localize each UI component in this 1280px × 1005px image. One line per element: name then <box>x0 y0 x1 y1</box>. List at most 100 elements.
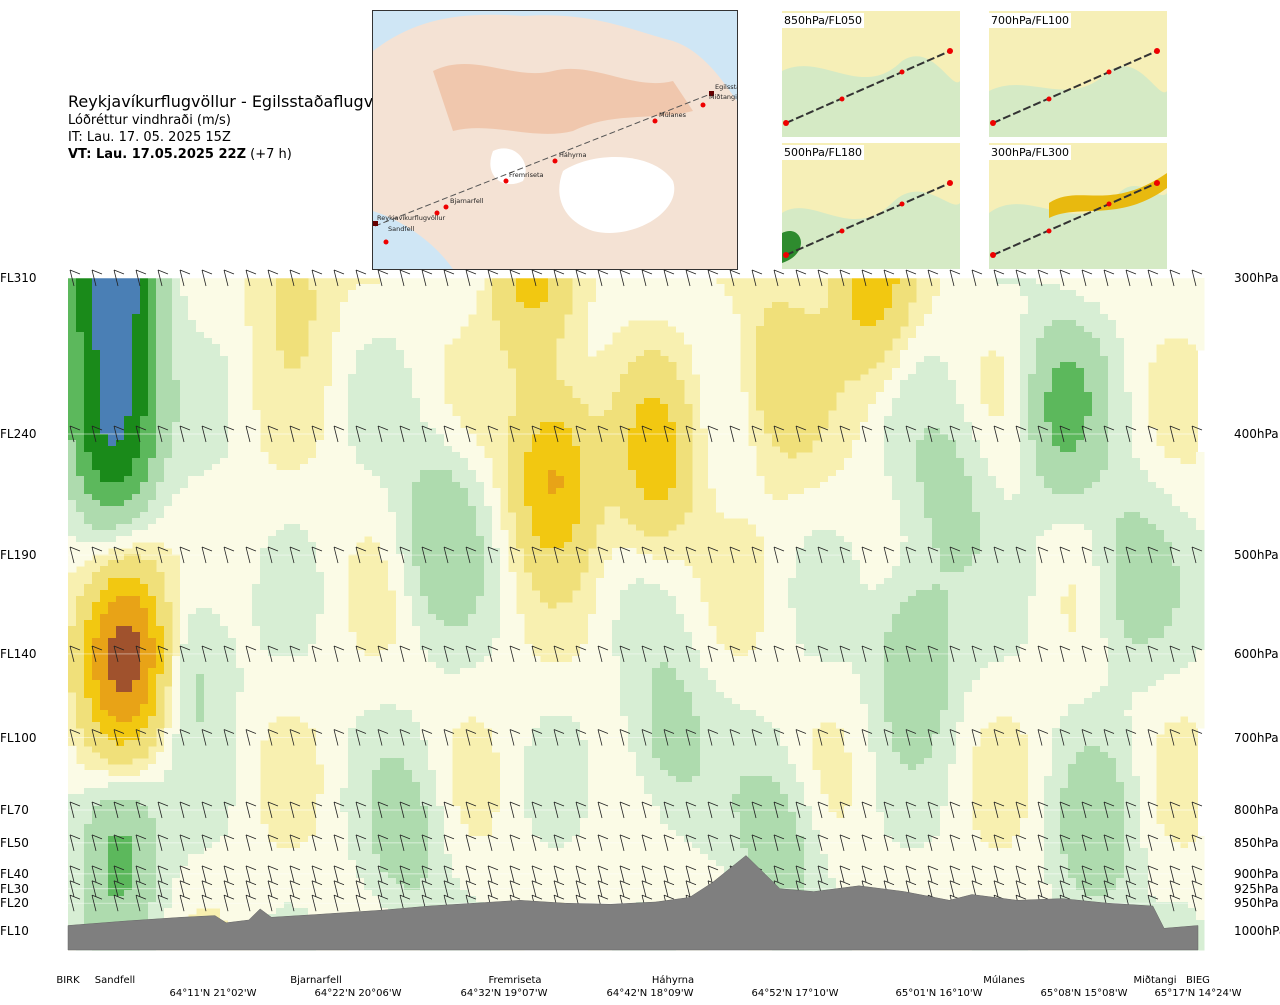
field-cell <box>164 512 173 519</box>
field-cell <box>308 578 317 585</box>
field-cell <box>412 314 421 321</box>
field-cell <box>388 704 397 711</box>
field-cell <box>92 614 101 621</box>
field-cell <box>68 476 77 483</box>
field-cell <box>324 872 333 879</box>
field-cell <box>412 728 421 735</box>
field-cell <box>212 446 221 453</box>
field-cell <box>268 872 277 879</box>
field-cell <box>460 590 469 597</box>
route-map-svg: Reykjavíkurflugvöllur Sandfell Bjarnarfe… <box>373 14 737 269</box>
field-cell <box>404 374 413 381</box>
field-cell <box>124 818 133 825</box>
field-cell <box>332 824 341 831</box>
level-map-850-label: 850hPa/FL050 <box>782 13 865 28</box>
field-cell <box>332 458 341 465</box>
field-cell <box>444 626 453 633</box>
field-cell <box>84 656 93 663</box>
field-cell <box>172 674 181 681</box>
field-cell <box>380 428 389 435</box>
field-cell <box>188 296 197 303</box>
field-cell <box>84 668 93 675</box>
field-cell <box>244 830 253 837</box>
field-cell <box>420 716 429 723</box>
field-cell <box>436 578 445 585</box>
field-cell <box>212 332 221 339</box>
field-cell <box>148 590 157 597</box>
field-cell <box>396 344 405 351</box>
field-cell <box>444 704 453 711</box>
field-cell <box>92 902 101 909</box>
field-cell <box>76 866 85 873</box>
field-cell <box>132 806 141 813</box>
field-cell <box>292 542 301 549</box>
field-cell <box>452 842 461 849</box>
field-cell <box>148 686 157 693</box>
field-cell <box>348 470 357 477</box>
field-cell <box>68 326 77 333</box>
field-cell <box>244 758 253 765</box>
field-cell <box>268 662 277 669</box>
field-cell <box>324 896 333 903</box>
field-cell <box>404 410 413 417</box>
field-cell <box>220 290 229 297</box>
field-cell <box>180 632 189 639</box>
field-cell <box>444 770 453 777</box>
field-cell <box>196 578 205 585</box>
field-cell <box>108 704 117 711</box>
field-cell <box>260 674 269 681</box>
field-cell <box>348 770 357 777</box>
field-cell <box>308 686 317 693</box>
field-cell <box>140 740 149 747</box>
field-cell <box>156 368 165 375</box>
field-cell <box>124 896 133 903</box>
field-cell <box>124 596 133 603</box>
field-cell <box>276 632 285 639</box>
field-cell <box>388 356 397 363</box>
field-cell <box>108 458 117 465</box>
field-cell <box>220 278 229 285</box>
field-cell <box>444 590 453 597</box>
field-cell <box>180 560 189 567</box>
field-cell <box>452 314 461 321</box>
field-cell <box>388 722 397 729</box>
field-cell <box>260 866 269 873</box>
field-cell <box>436 488 445 495</box>
field-cell <box>412 494 421 501</box>
field-cell <box>244 344 253 351</box>
field-cell <box>428 572 437 579</box>
field-cell <box>92 638 101 645</box>
field-cell <box>108 530 117 537</box>
field-cell <box>140 902 149 909</box>
field-cell <box>164 350 173 357</box>
field-cell <box>388 860 397 867</box>
field-cell <box>356 824 365 831</box>
field-cell <box>284 692 293 699</box>
field-cell <box>236 554 245 561</box>
field-cell <box>404 368 413 375</box>
field-cell <box>76 494 85 501</box>
field-cell <box>324 536 333 543</box>
field-cell <box>348 776 357 783</box>
field-cell <box>372 764 381 771</box>
field-cell <box>348 650 357 657</box>
field-cell <box>236 404 245 411</box>
field-cell <box>436 740 445 747</box>
field-cell <box>436 452 445 459</box>
field-cell <box>460 620 469 627</box>
field-cell <box>428 614 437 621</box>
field-cell <box>124 806 133 813</box>
field-cell <box>332 626 341 633</box>
field-cell <box>180 536 189 543</box>
field-cell <box>132 626 141 633</box>
field-cell <box>252 896 261 903</box>
field-cell <box>132 674 141 681</box>
field-cell <box>180 626 189 633</box>
field-cell <box>332 632 341 639</box>
field-cell <box>220 692 229 699</box>
field-cell <box>212 464 221 471</box>
field-cell <box>100 578 109 585</box>
field-cell <box>316 650 325 657</box>
field-cell <box>196 284 205 291</box>
field-cell <box>172 542 181 549</box>
